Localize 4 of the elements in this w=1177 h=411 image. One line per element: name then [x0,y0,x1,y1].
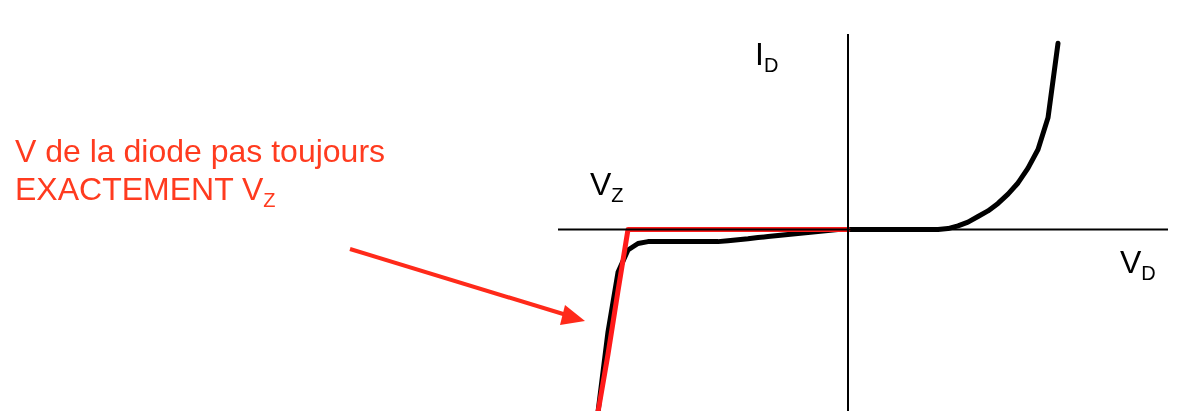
text: V de la diode pas toujours EXACTEMENT V$_{Z}$ [15,132,387,213]
y-axis-title: I$_{D}$ [755,36,779,77]
x-axis-title: V$_{D}$ [1120,244,1156,285]
annotation: V$_{Z}$ [590,166,624,207]
